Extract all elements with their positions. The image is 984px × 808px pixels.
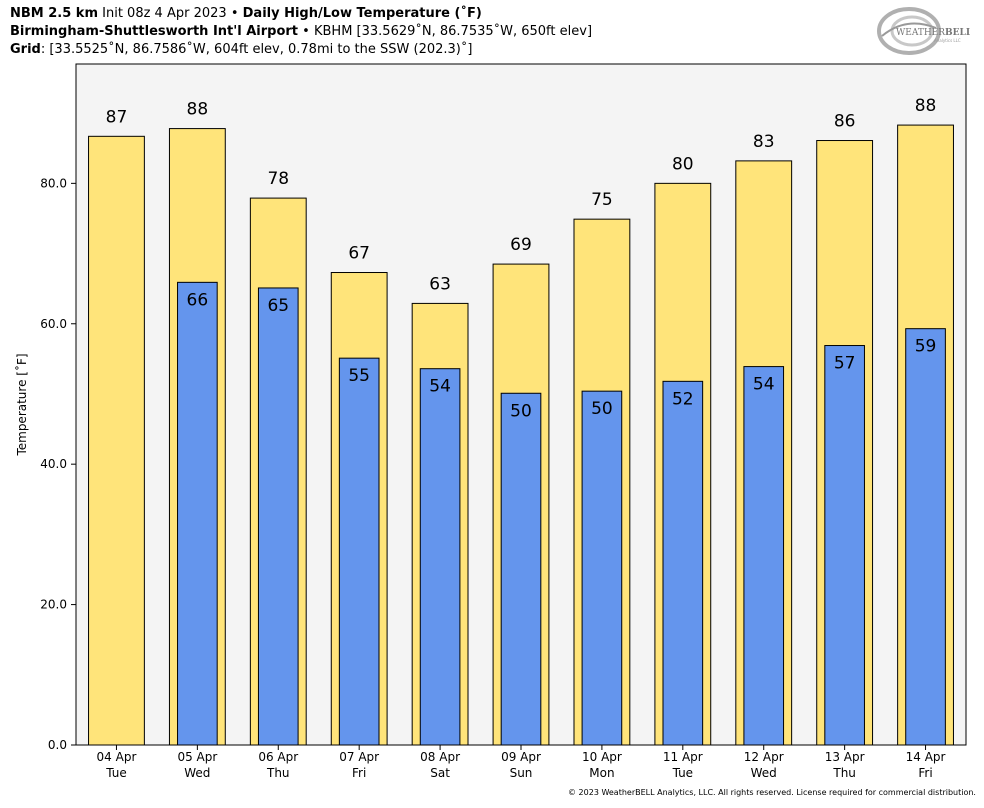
logo-text-main: WEATHER (896, 28, 945, 38)
x-tick-day: Tue (672, 766, 694, 780)
low-bar (419, 368, 461, 746)
low-value-label: 55 (348, 366, 370, 386)
low-bar (500, 392, 542, 746)
low-value-label: 65 (267, 296, 289, 316)
logo-text-sub: Analytics LLC (934, 38, 961, 43)
x-tick-day: Thu (266, 766, 290, 780)
low-bar (743, 366, 785, 746)
low-bar (824, 345, 865, 746)
low-bar (662, 380, 704, 746)
high-value-label: 78 (267, 169, 289, 189)
copyright-notice: © 2023 WeatherBELL Analytics, LLC. All r… (568, 788, 976, 797)
x-tick-day: Sun (510, 766, 533, 780)
low-bar (338, 357, 380, 746)
logo-text-bold: BELL (945, 28, 970, 38)
y-tick-label: 20.0 (40, 598, 67, 612)
low-value-label: 52 (672, 389, 694, 409)
high-value-label: 67 (348, 244, 370, 264)
x-tick-day: Wed (751, 766, 777, 780)
high-value-label: 88 (915, 96, 937, 116)
y-axis-label: Temperature [˚F] (14, 353, 29, 456)
low-bar (581, 390, 623, 746)
station-separator: • (302, 24, 310, 39)
x-tick-date: 07 Apr (339, 750, 379, 764)
y-tick-label: 40.0 (40, 457, 67, 471)
x-tick-day: Sat (430, 766, 450, 780)
x-tick-date: 08 Apr (420, 750, 460, 764)
title-separator: • (230, 6, 239, 21)
low-value-label: 50 (510, 401, 532, 421)
low-value-label: 66 (187, 290, 209, 310)
y-axis: 0.0 20.0 40.0 60.0 80.0 (40, 176, 76, 752)
weatherbell-logo: WEATHERBELL Analytics LLC (877, 7, 970, 55)
y-tick-label: 0.0 (48, 738, 67, 752)
high-bar (88, 135, 145, 746)
low-value-label: 59 (915, 337, 937, 357)
low-value-label: 57 (834, 354, 856, 374)
init-time: Init 08z 4 Apr 2023 (102, 6, 227, 21)
high-value-label: 75 (591, 190, 613, 210)
low-bar (177, 281, 218, 746)
x-tick-day: Fri (918, 766, 932, 780)
title-line-3: Grid: [33.5525˚N, 86.7586˚W, 604ft elev,… (10, 41, 472, 58)
x-tick-day: Tue (105, 766, 127, 780)
x-tick-day: Fri (352, 766, 366, 780)
x-tick-date: 12 Apr (744, 750, 784, 764)
svg-text:WEATHERBELL: WEATHERBELL (896, 28, 970, 38)
x-tick-day: Mon (589, 766, 614, 780)
high-value-label: 86 (834, 112, 856, 132)
low-bars (177, 281, 946, 746)
grid-label: Grid (10, 42, 41, 57)
x-axis: 04 Apr Tue 05 Apr Wed 06 Apr Thu 07 Apr Fri 08 A… (97, 745, 946, 780)
station-details: KBHM [33.5629˚N, 86.7535˚W, 650ft elev] (313, 24, 593, 39)
x-tick-date: 13 Apr (825, 750, 865, 764)
low-bar (905, 328, 946, 746)
title-line-2: Birmingham-Shuttlesworth Int'l Airport •… (10, 23, 592, 40)
low-value-label: 54 (753, 375, 775, 395)
low-value-label: 50 (591, 399, 613, 419)
high-value-label: 83 (753, 132, 775, 152)
grid-details: : [33.5525˚N, 86.7586˚W, 604ft elev, 0.7… (40, 42, 473, 57)
high-value-label: 87 (106, 107, 128, 127)
y-tick-label: 80.0 (40, 176, 67, 190)
low-bar (257, 287, 299, 746)
x-tick-date: 14 Apr (906, 750, 946, 764)
high-value-label: 88 (187, 100, 209, 120)
high-value-label: 69 (510, 235, 532, 255)
product-name: Daily High/Low Temperature (˚F) (242, 6, 482, 21)
x-tick-day: Wed (184, 766, 210, 780)
x-tick-date: 06 Apr (258, 750, 298, 764)
low-value-label: 54 (429, 377, 451, 397)
x-tick-date: 04 Apr (97, 750, 137, 764)
x-tick-date: 10 Apr (582, 750, 622, 764)
high-value-label: 63 (429, 274, 451, 294)
title-line-1: NBM 2.5 km Init 08z 4 Apr 2023 • Daily H… (10, 5, 482, 22)
y-tick-label: 60.0 (40, 317, 67, 331)
high-value-label: 80 (672, 154, 694, 174)
x-tick-day: Thu (832, 766, 856, 780)
station-name: Birmingham-Shuttlesworth Int'l Airport (10, 24, 299, 39)
x-tick-date: 05 Apr (177, 750, 217, 764)
x-tick-date: 11 Apr (663, 750, 703, 764)
model-name: NBM 2.5 km (10, 6, 98, 21)
low-labels: 66 65 55 54 50 50 52 54 57 59 (187, 290, 937, 421)
high-labels: 87 88 78 67 63 69 75 80 83 86 88 (106, 96, 937, 294)
x-tick-date: 09 Apr (501, 750, 541, 764)
